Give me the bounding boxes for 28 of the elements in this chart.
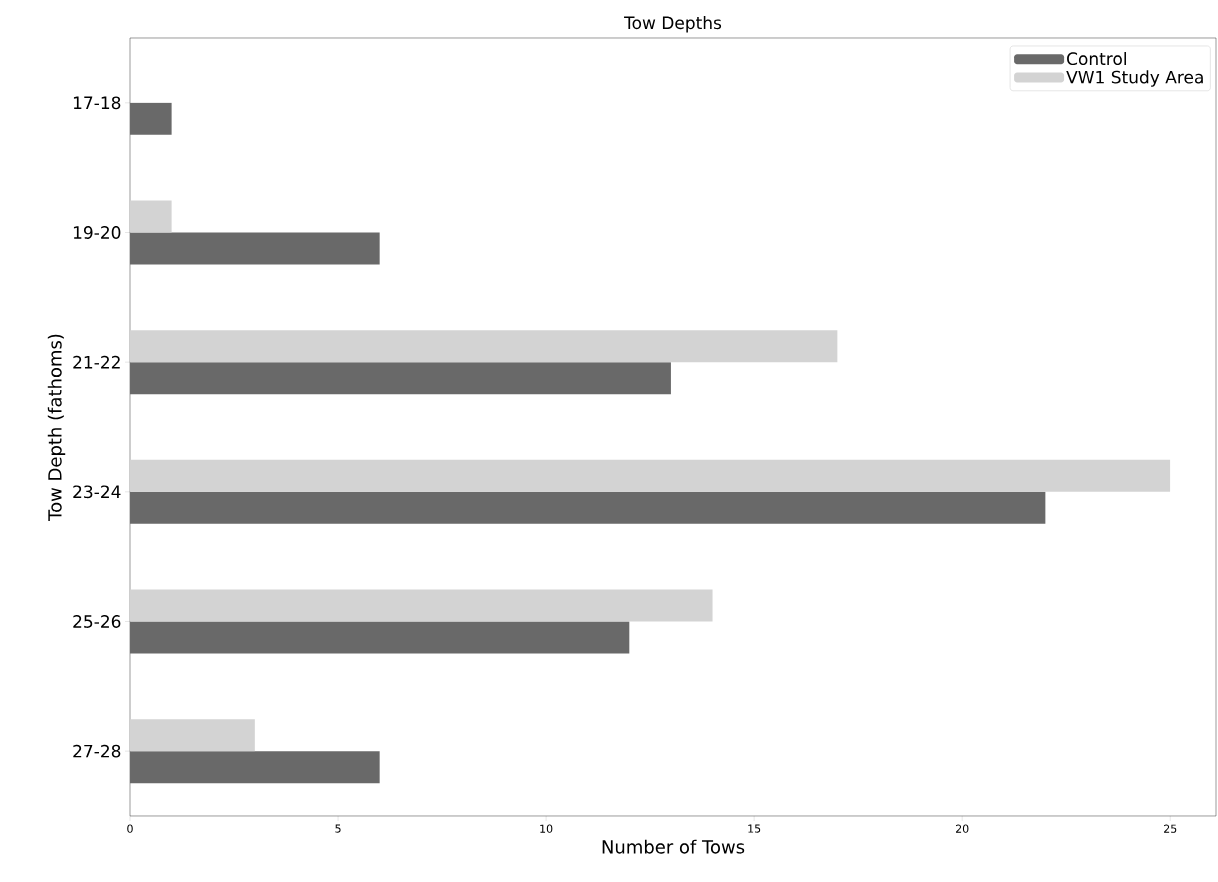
y-axis-title: Tow Depth (fathoms) [47, 334, 66, 521]
x-tick-label: 20 [955, 824, 969, 833]
bar [130, 102, 172, 135]
y-tick-label: 19-20 [73, 226, 121, 239]
y-tick-label: 21-22 [73, 355, 120, 369]
bar [130, 491, 1046, 524]
bar [130, 459, 1171, 492]
x-tick-label: 5 [335, 824, 341, 833]
x-tick-label: 15 [748, 824, 761, 833]
y-tick-label: 27-28 [73, 744, 121, 758]
bar [130, 621, 630, 654]
y-tick-label: 17-18 [73, 96, 121, 110]
bar [130, 751, 380, 784]
bar [130, 589, 713, 622]
legend-label: Control [1067, 51, 1126, 66]
legend-label: VW1 Study Area [1066, 70, 1203, 87]
bar [130, 719, 255, 752]
y-tick-label: 23-24 [73, 485, 121, 499]
x-tick-label: 0 [127, 824, 133, 833]
x-axis-title: Number of Tows [602, 839, 745, 854]
x-tick-label: 10 [540, 824, 553, 833]
bar [130, 232, 380, 265]
bar [130, 330, 838, 363]
bar [130, 362, 671, 395]
bar [130, 200, 172, 233]
chart-title: Tow Depths [624, 15, 722, 33]
x-tick-label: 25 [1164, 824, 1177, 833]
y-tick-label: 25-26 [73, 615, 121, 628]
